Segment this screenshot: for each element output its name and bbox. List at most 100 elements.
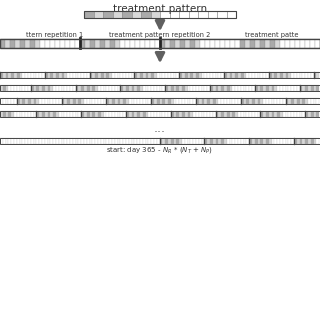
- Bar: [246, 98, 249, 104]
- Bar: [95, 85, 98, 91]
- Bar: [146, 111, 148, 117]
- Bar: [92, 72, 95, 78]
- Bar: [39, 111, 42, 117]
- Bar: [87, 111, 90, 117]
- Bar: [17, 138, 20, 144]
- Bar: [151, 98, 154, 104]
- Bar: [31, 138, 34, 144]
- Bar: [285, 72, 288, 78]
- Bar: [199, 85, 202, 91]
- Bar: [165, 38, 170, 47]
- Bar: [249, 85, 252, 91]
- Bar: [70, 98, 73, 104]
- Bar: [48, 138, 50, 144]
- Bar: [14, 98, 17, 104]
- Bar: [56, 98, 59, 104]
- Bar: [104, 138, 106, 144]
- Bar: [34, 111, 36, 117]
- Bar: [193, 85, 196, 91]
- Bar: [277, 111, 280, 117]
- Bar: [210, 98, 213, 104]
- Bar: [171, 138, 173, 144]
- Bar: [132, 11, 141, 18]
- Bar: [188, 138, 190, 144]
- Bar: [3, 98, 5, 104]
- Bar: [17, 72, 20, 78]
- Bar: [210, 85, 213, 91]
- Bar: [297, 98, 300, 104]
- Bar: [263, 72, 266, 78]
- Bar: [70, 138, 73, 144]
- Bar: [48, 111, 50, 117]
- Bar: [316, 85, 319, 91]
- Bar: [92, 111, 95, 117]
- Bar: [188, 85, 190, 91]
- Bar: [179, 72, 182, 78]
- Bar: [238, 111, 241, 117]
- Bar: [0, 111, 320, 117]
- Bar: [22, 138, 25, 144]
- Bar: [112, 85, 115, 91]
- Bar: [213, 72, 216, 78]
- Bar: [110, 38, 115, 47]
- Bar: [59, 72, 61, 78]
- Bar: [196, 138, 199, 144]
- Bar: [263, 85, 266, 91]
- Bar: [173, 138, 176, 144]
- Bar: [207, 98, 210, 104]
- Bar: [160, 98, 163, 104]
- Bar: [150, 11, 160, 18]
- Bar: [314, 138, 316, 144]
- Bar: [17, 85, 20, 91]
- Bar: [22, 72, 25, 78]
- Bar: [291, 111, 294, 117]
- Bar: [188, 72, 190, 78]
- Bar: [28, 98, 31, 104]
- Bar: [260, 38, 265, 47]
- Bar: [109, 138, 112, 144]
- Bar: [311, 138, 314, 144]
- Bar: [129, 85, 132, 91]
- Bar: [311, 72, 314, 78]
- Bar: [202, 72, 204, 78]
- Bar: [218, 85, 221, 91]
- Bar: [199, 72, 202, 78]
- Bar: [104, 98, 106, 104]
- Bar: [235, 72, 238, 78]
- Bar: [112, 98, 115, 104]
- Bar: [157, 111, 160, 117]
- Bar: [134, 111, 137, 117]
- Bar: [316, 98, 319, 104]
- Bar: [193, 98, 196, 104]
- Bar: [112, 111, 115, 117]
- Bar: [84, 138, 87, 144]
- Bar: [51, 138, 53, 144]
- Bar: [266, 98, 269, 104]
- Bar: [109, 98, 112, 104]
- Bar: [123, 138, 126, 144]
- Bar: [73, 111, 76, 117]
- Bar: [204, 72, 207, 78]
- Bar: [90, 85, 92, 91]
- Bar: [34, 72, 36, 78]
- Bar: [120, 138, 123, 144]
- Bar: [134, 72, 137, 78]
- Bar: [193, 111, 196, 117]
- Bar: [148, 138, 151, 144]
- Bar: [78, 111, 81, 117]
- Bar: [150, 38, 155, 47]
- Bar: [176, 111, 179, 117]
- Bar: [25, 38, 30, 47]
- Bar: [297, 138, 300, 144]
- Bar: [190, 111, 193, 117]
- Bar: [67, 85, 70, 91]
- Bar: [280, 85, 283, 91]
- Bar: [204, 85, 207, 91]
- Text: ttern repetition 1: ttern repetition 1: [27, 31, 84, 37]
- Bar: [137, 98, 140, 104]
- Bar: [84, 11, 93, 18]
- Bar: [28, 72, 31, 78]
- Bar: [255, 111, 258, 117]
- Bar: [106, 72, 109, 78]
- Bar: [56, 85, 59, 91]
